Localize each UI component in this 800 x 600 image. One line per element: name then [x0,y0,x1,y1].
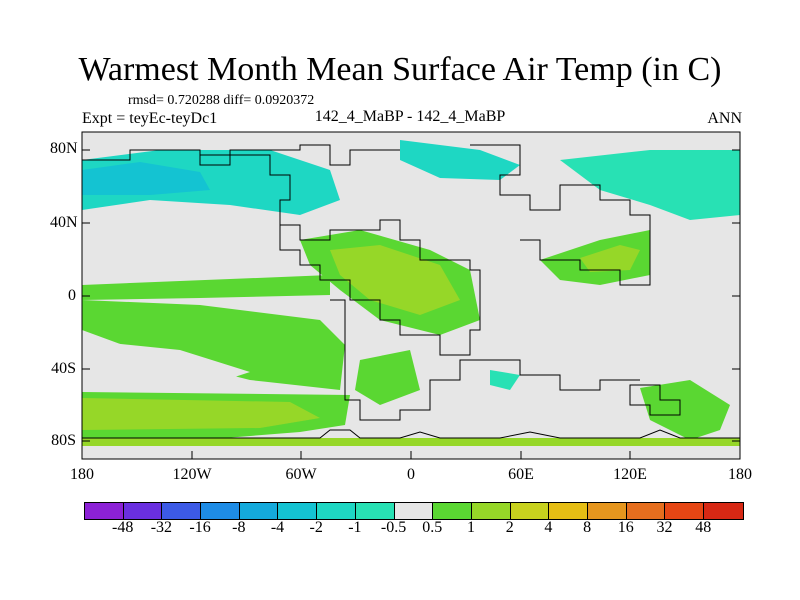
lat-label-40n: 40N [50,214,78,231]
south-atlantic-warm [82,300,345,390]
coastlines [82,144,740,439]
colorbar-swatch [704,503,743,519]
colorbar-label: -4 [270,519,285,536]
colorbar-label: 4 [544,519,553,536]
lon-label-60w: 60W [285,466,317,483]
colorbar-swatch [626,503,666,519]
colorbar-label: 16 [617,519,634,536]
colorbar-swatch [665,503,704,519]
colorbar-swatch [433,503,472,519]
south-continent-outline [330,299,640,421]
colorbar-label: 48 [695,519,712,536]
central-continent-warm-core [330,245,460,315]
southern-ocean-warm-band-inner [82,398,320,430]
colorbar-swatch [355,503,395,519]
colorbar-swatch [471,503,511,519]
colorbar-label: -8 [232,519,246,536]
south-continent-cool-patch [490,370,520,390]
lon-label-0: 0 [407,466,415,483]
lat-label-80n: 80N [50,140,78,157]
colorbar-swatch [394,503,434,519]
colorbar-swatch [123,503,163,519]
colorbar-label: -48 [112,519,134,536]
season-label: ANN [707,110,742,127]
lon-label-60e: 60E [508,466,534,483]
equatorial-warm-band [82,275,330,300]
antarctic-edge-warm [82,438,740,446]
map-title: Warmest Month Mean Surface Air Temp (in … [78,51,722,88]
southern-ocean-east-warm [640,380,730,440]
experiment-label: Expt = teyEc-teyDc1 [82,110,218,127]
colorbar-label: -32 [150,519,173,536]
colorbar-label: 2 [505,519,514,536]
colorbar-label: -16 [189,519,211,536]
axis-ticks [81,149,741,459]
colorbar-swatch [201,503,240,519]
north-continent-outline [200,154,481,356]
arctic-cool [400,140,520,180]
colorbar-swatch [587,503,627,519]
colorbar-swatch [239,503,279,519]
colorbar-label: -1 [348,519,362,536]
lon-label-120w: 120W [172,466,212,483]
rmsd-diff-stats: rmsd= 0.720288 diff= 0.0920372 [128,93,315,108]
south-pacific-cool [82,340,250,385]
antarctica-outline [82,429,740,439]
lon-label-120e: 120E [613,466,647,483]
northeast-outline [470,144,651,286]
colorbar-label: 32 [656,519,673,536]
lon-label-180w: 180 [70,466,94,483]
colorbar-swatch [162,503,202,519]
south-warm-patch [355,350,420,405]
colorbar-swatch [510,503,550,519]
colorbar-swatch [85,503,124,519]
lat-label-0: 0 [68,287,76,304]
lat-label-40s: 40S [51,360,76,377]
colorbar-label: -2 [309,519,323,536]
colorbar-swatch [549,503,588,519]
lon-label-180e: 180 [728,466,752,483]
eurasia-cool [560,150,740,220]
east-island-outline [629,384,681,416]
arctic-outline [82,144,400,166]
colorbar-label: 1 [467,519,475,536]
north-pacific-cool [82,162,210,195]
period-label: 142_4_MaBP - 142_4_MaBP [314,108,506,125]
colorbar-label: 0.5 [422,519,443,536]
asia-warm-core [580,245,640,272]
colorbar-swatch [278,503,318,519]
colorbar-label: -0.5 [380,519,407,536]
colorbar-label: 8 [583,519,592,536]
colorbar [84,502,744,520]
lat-label-80s: 80S [51,432,76,449]
colorbar-swatch [317,503,356,519]
